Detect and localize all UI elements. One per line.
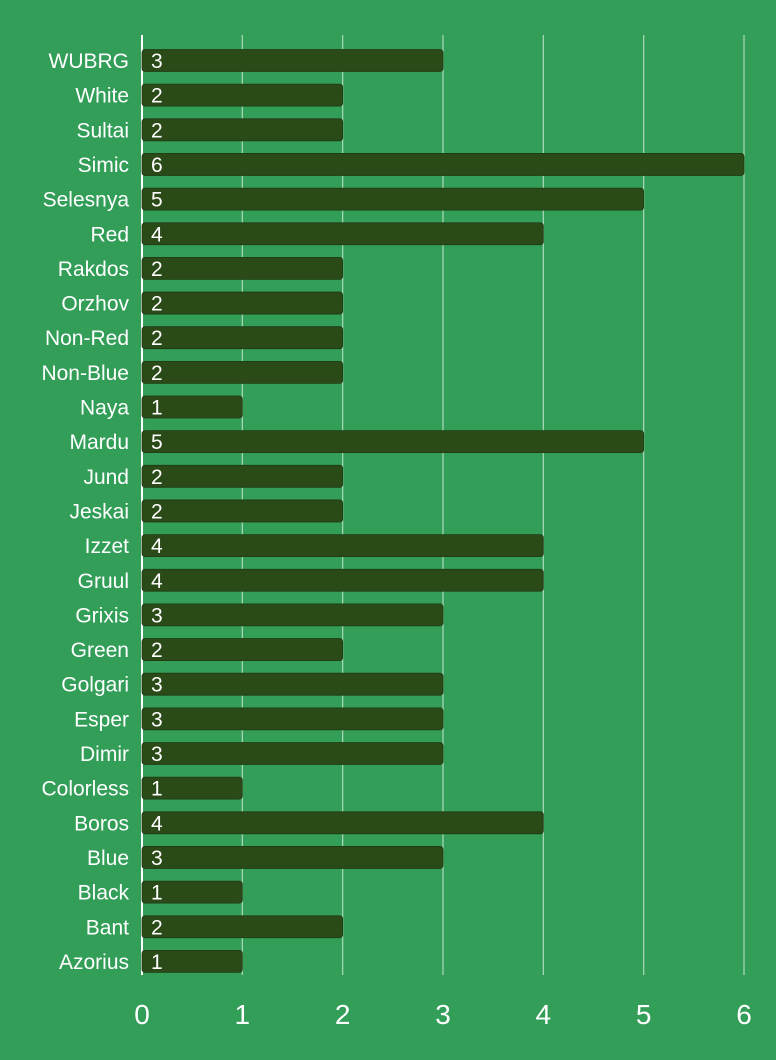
bar-gruul bbox=[141, 568, 544, 592]
bar-blue bbox=[141, 846, 444, 869]
value-label-orzhov: 2 bbox=[151, 293, 163, 316]
category-label-esper: Esper bbox=[74, 708, 129, 731]
category-label-sultai: Sultai bbox=[76, 119, 129, 142]
category-label-jund: Jund bbox=[83, 466, 129, 489]
value-label-jund: 2 bbox=[151, 466, 163, 489]
value-label-esper: 3 bbox=[151, 708, 163, 731]
bar-naya bbox=[141, 395, 243, 419]
bar-black bbox=[141, 880, 243, 904]
value-label-golgari: 3 bbox=[151, 674, 163, 697]
category-label-orzhov: Orzhov bbox=[61, 293, 129, 316]
category-label-non-blue: Non-Blue bbox=[41, 362, 129, 385]
bar-dimir bbox=[141, 742, 444, 765]
bar-selesnya bbox=[141, 187, 645, 211]
category-label-bant: Bant bbox=[86, 916, 129, 939]
category-label-black: Black bbox=[78, 882, 130, 905]
value-label-green: 2 bbox=[151, 639, 163, 662]
category-label-grixis: Grixis bbox=[75, 604, 129, 627]
value-label-blue: 3 bbox=[151, 847, 163, 870]
value-label-non-blue: 2 bbox=[151, 362, 163, 385]
x-tick-label-6: 6 bbox=[736, 999, 752, 1030]
value-label-red: 4 bbox=[151, 223, 163, 246]
x-axis-tick-labels: 0 1 2 3 4 5 6 bbox=[134, 999, 752, 1030]
x-tick-label-4: 4 bbox=[536, 999, 552, 1030]
bar-green bbox=[141, 638, 344, 661]
x-tick-label-0: 0 bbox=[134, 999, 150, 1030]
category-label-naya: Naya bbox=[80, 397, 129, 420]
value-label-izzet: 4 bbox=[151, 535, 163, 558]
category-label-dimir: Dimir bbox=[80, 743, 129, 766]
bar-boros bbox=[141, 811, 544, 835]
category-label-azorius: Azorius bbox=[59, 951, 129, 974]
bar-mardu bbox=[141, 430, 645, 454]
category-label-gruul: Gruul bbox=[78, 570, 129, 593]
category-label-white: White bbox=[75, 85, 129, 108]
category-label-simic: Simic bbox=[78, 154, 129, 177]
value-label-simic: 6 bbox=[151, 154, 163, 177]
category-label-non-red: Non-Red bbox=[45, 327, 129, 350]
category-label-boros: Boros bbox=[74, 812, 129, 835]
value-label-dimir: 3 bbox=[151, 743, 163, 766]
value-label-non-red: 2 bbox=[151, 327, 163, 350]
value-label-black: 1 bbox=[151, 882, 163, 905]
bar-colorless bbox=[141, 776, 243, 800]
bar-simic bbox=[141, 153, 745, 176]
value-label-rakdos: 2 bbox=[151, 258, 163, 281]
bar-golgari bbox=[141, 672, 444, 696]
value-label-mardu: 5 bbox=[151, 431, 163, 454]
value-label-jeskai: 2 bbox=[151, 500, 163, 523]
bar-jund bbox=[141, 464, 344, 488]
value-label-selesnya: 5 bbox=[151, 189, 163, 212]
category-label-golgari: Golgari bbox=[61, 674, 129, 697]
bar-jeskai bbox=[141, 499, 344, 523]
bar-bant bbox=[141, 915, 344, 939]
value-label-colorless: 1 bbox=[151, 778, 163, 801]
value-label-grixis: 3 bbox=[151, 604, 163, 627]
bar-sultai bbox=[141, 118, 344, 142]
category-label-blue: Blue bbox=[87, 847, 129, 870]
bar-azorius bbox=[141, 950, 243, 973]
x-tick-label-5: 5 bbox=[636, 999, 652, 1030]
x-tick-label-3: 3 bbox=[435, 999, 451, 1030]
bar-wubrg bbox=[141, 49, 444, 72]
value-label-sultai: 2 bbox=[151, 119, 163, 142]
bar-orzhov bbox=[141, 291, 344, 315]
bar-esper bbox=[141, 707, 444, 731]
value-label-naya: 1 bbox=[151, 397, 163, 420]
category-label-red: Red bbox=[90, 223, 129, 246]
bar-grixis bbox=[141, 603, 444, 627]
x-tick-label-1: 1 bbox=[235, 999, 251, 1030]
bar-white bbox=[141, 83, 344, 107]
category-label-wubrg: WUBRG bbox=[49, 50, 130, 73]
bar-non-red bbox=[141, 326, 344, 350]
bar-non-blue bbox=[141, 360, 344, 384]
x-tick-label-2: 2 bbox=[335, 999, 351, 1030]
value-label-boros: 4 bbox=[151, 812, 163, 835]
bar-izzet bbox=[141, 534, 544, 557]
value-label-azorius: 1 bbox=[151, 951, 163, 974]
category-labels: WUBRG White Sultai Simic Selesnya Red Rakdos Or… bbox=[41, 50, 129, 974]
value-label-wubrg: 3 bbox=[151, 50, 163, 73]
value-label-gruul: 4 bbox=[151, 570, 163, 593]
category-label-rakdos: Rakdos bbox=[58, 258, 129, 281]
category-label-mardu: Mardu bbox=[69, 431, 129, 454]
bar-red bbox=[141, 222, 544, 246]
bars bbox=[141, 49, 745, 973]
value-label-bant: 2 bbox=[151, 916, 163, 939]
category-label-green: Green bbox=[71, 639, 129, 662]
bar-rakdos bbox=[141, 256, 344, 280]
category-label-izzet: Izzet bbox=[85, 535, 130, 558]
category-label-jeskai: Jeskai bbox=[69, 500, 129, 523]
category-label-colorless: Colorless bbox=[41, 778, 129, 801]
value-labels: 3 2 2 6 5 4 2 2 2 2 1 5 2 2 4 4 3 2 3 3 3 1 4 3 1 2 1 bbox=[151, 50, 163, 974]
category-label-selesnya: Selesnya bbox=[43, 189, 130, 212]
value-label-white: 2 bbox=[151, 85, 163, 108]
